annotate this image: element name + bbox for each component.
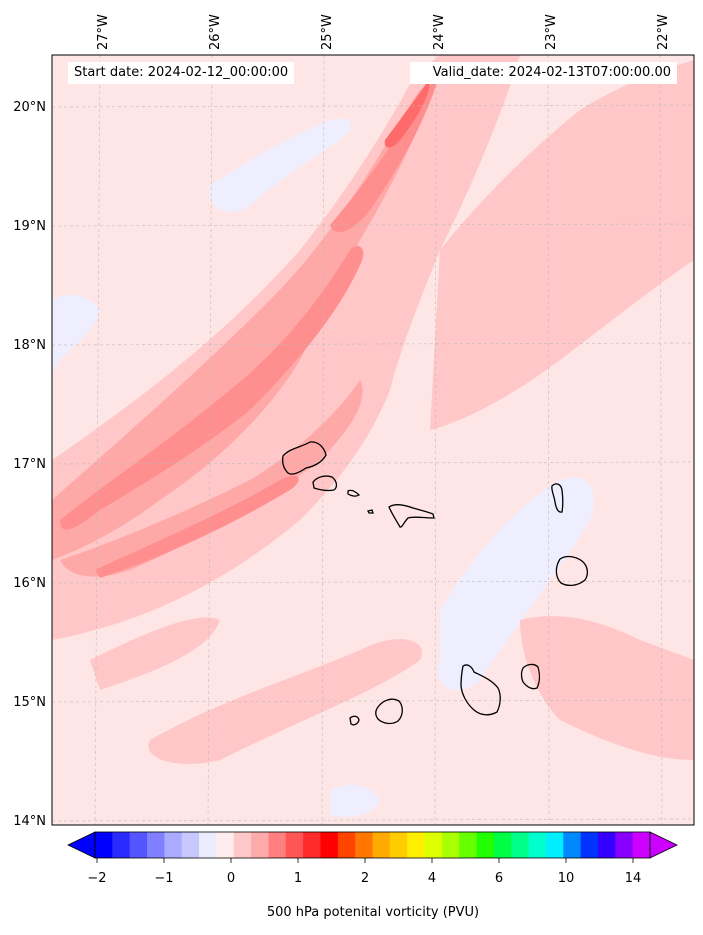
cbar-tick-label: −1	[154, 871, 173, 886]
colorbar-cell	[511, 832, 530, 858]
pv-core-strong	[60, 245, 364, 530]
colorbar-cell	[95, 832, 113, 858]
colorbar-cells	[95, 832, 651, 858]
colorbar-cell	[355, 832, 373, 858]
colorbar-arrow-min	[67, 831, 96, 859]
colorbar-cell	[459, 832, 478, 858]
lat-label-20n: 20°N	[13, 100, 46, 115]
pv-band-mid	[52, 75, 440, 560]
colorbar-cell	[528, 832, 547, 858]
lon-label-23w: 23°W	[544, 14, 559, 50]
pv-band-light-sw	[90, 617, 220, 690]
colorbar-cell	[303, 832, 321, 858]
cbar-tick-label: 10	[558, 871, 575, 886]
cbar-tick-label: 14	[625, 871, 642, 886]
longitude-labels: 27°W 26°W 25°W 24°W 23°W 22°W	[96, 14, 671, 50]
colorbar-cell	[545, 832, 564, 858]
pv-band-light-se	[520, 616, 694, 760]
lat-label-17n: 17°N	[13, 457, 46, 472]
latitude-labels: 20°N 19°N 18°N 17°N 16°N 15°N 14°N	[13, 100, 46, 829]
colorbar-cell	[407, 832, 426, 858]
pv-field	[52, 55, 694, 825]
colorbar-cell	[441, 832, 460, 858]
colorbar-cell	[164, 832, 183, 858]
colorbar-cell	[112, 832, 131, 858]
pv-core-red	[384, 78, 431, 148]
lat-label-15n: 15°N	[13, 695, 46, 710]
colorbar-cell	[493, 832, 512, 858]
colorbar-cell	[181, 832, 200, 858]
coastlines	[282, 441, 589, 726]
pv-core-strong-north	[330, 72, 440, 233]
cbar-tick-label: 2	[361, 871, 369, 886]
map-frame	[51, 54, 695, 826]
lon-label-27w: 27°W	[96, 14, 111, 50]
colorbar-cell	[320, 832, 339, 858]
colorbar-frame	[94, 831, 651, 859]
valid-date-label: Valid_date: 2024-02-13T07:00:00.00	[410, 62, 677, 84]
colorbar-cell	[632, 832, 651, 858]
start-date-label: Start date: 2024-02-12_00:00:00	[68, 62, 295, 84]
island-santa-luzia	[347, 489, 361, 497]
colorbar-cell	[251, 832, 269, 858]
lon-label-25w: 25°W	[320, 14, 335, 50]
island-santo-antao	[282, 441, 327, 475]
pv-band-mid-2	[60, 380, 363, 577]
colorbar-cell	[389, 832, 408, 858]
colorbar-label: 500 hPa potenital vorticity (PVU)	[266, 905, 480, 920]
colorbar-cell	[372, 832, 391, 858]
colorbar-cell	[337, 832, 356, 858]
island-santiago	[460, 664, 501, 716]
colorbar-cell	[233, 832, 252, 858]
cbar-tick-label: 4	[428, 871, 436, 886]
colorbar-cell	[580, 832, 599, 858]
cbar-tick-label: −2	[87, 871, 106, 886]
colorbar-cell	[563, 832, 582, 858]
lat-label-14n: 14°N	[13, 814, 46, 829]
island-sao-vicente	[312, 475, 338, 492]
island-fogo	[375, 698, 403, 725]
map-gridlines	[52, 55, 694, 825]
colorbar-cell	[615, 832, 634, 858]
pv-band-light-ne	[430, 60, 694, 430]
colorbar-cell	[285, 832, 304, 858]
colorbar-cell	[199, 832, 217, 858]
pv-core-strong-2	[95, 475, 299, 578]
island-raso	[367, 509, 374, 514]
lon-label-26w: 26°W	[208, 14, 223, 50]
colorbar-ticks	[96, 858, 634, 863]
island-sal	[551, 483, 564, 513]
pv-negative-patch-west	[52, 294, 100, 375]
pv-negative-patch-east	[438, 477, 594, 691]
lon-label-24w: 24°W	[432, 14, 447, 50]
colorbar-cell	[129, 832, 148, 858]
pv-negative-patch-north	[209, 118, 351, 213]
lat-label-18n: 18°N	[13, 338, 46, 353]
colorbar-cell	[147, 832, 165, 858]
pv-band-light-s	[148, 639, 422, 764]
colorbar-cell	[424, 832, 443, 858]
cbar-tick-label: 1	[294, 871, 302, 886]
lon-label-22w: 22°W	[656, 14, 671, 50]
lat-label-16n: 16°N	[13, 576, 46, 591]
island-brava	[349, 715, 360, 726]
colorbar-arrow-max	[649, 831, 678, 859]
colorbar-tick-labels: −2 −1 0 1 2 4 6 10 14	[87, 871, 641, 886]
island-maio	[520, 663, 541, 690]
lat-label-19n: 19°N	[13, 219, 46, 234]
island-sao-nicolau	[388, 504, 435, 528]
cbar-tick-label: 6	[495, 871, 503, 886]
cbar-tick-label: 0	[227, 871, 235, 886]
pv-negative-patch-south	[330, 784, 380, 817]
colorbar-cell	[476, 832, 495, 858]
colorbar-cell	[597, 832, 616, 858]
colorbar-cell	[268, 832, 287, 858]
colorbar: −2 −1 0 1 2 4 6 10 14	[67, 831, 678, 886]
island-boa-vista	[555, 555, 589, 587]
colorbar-cell	[216, 832, 235, 858]
